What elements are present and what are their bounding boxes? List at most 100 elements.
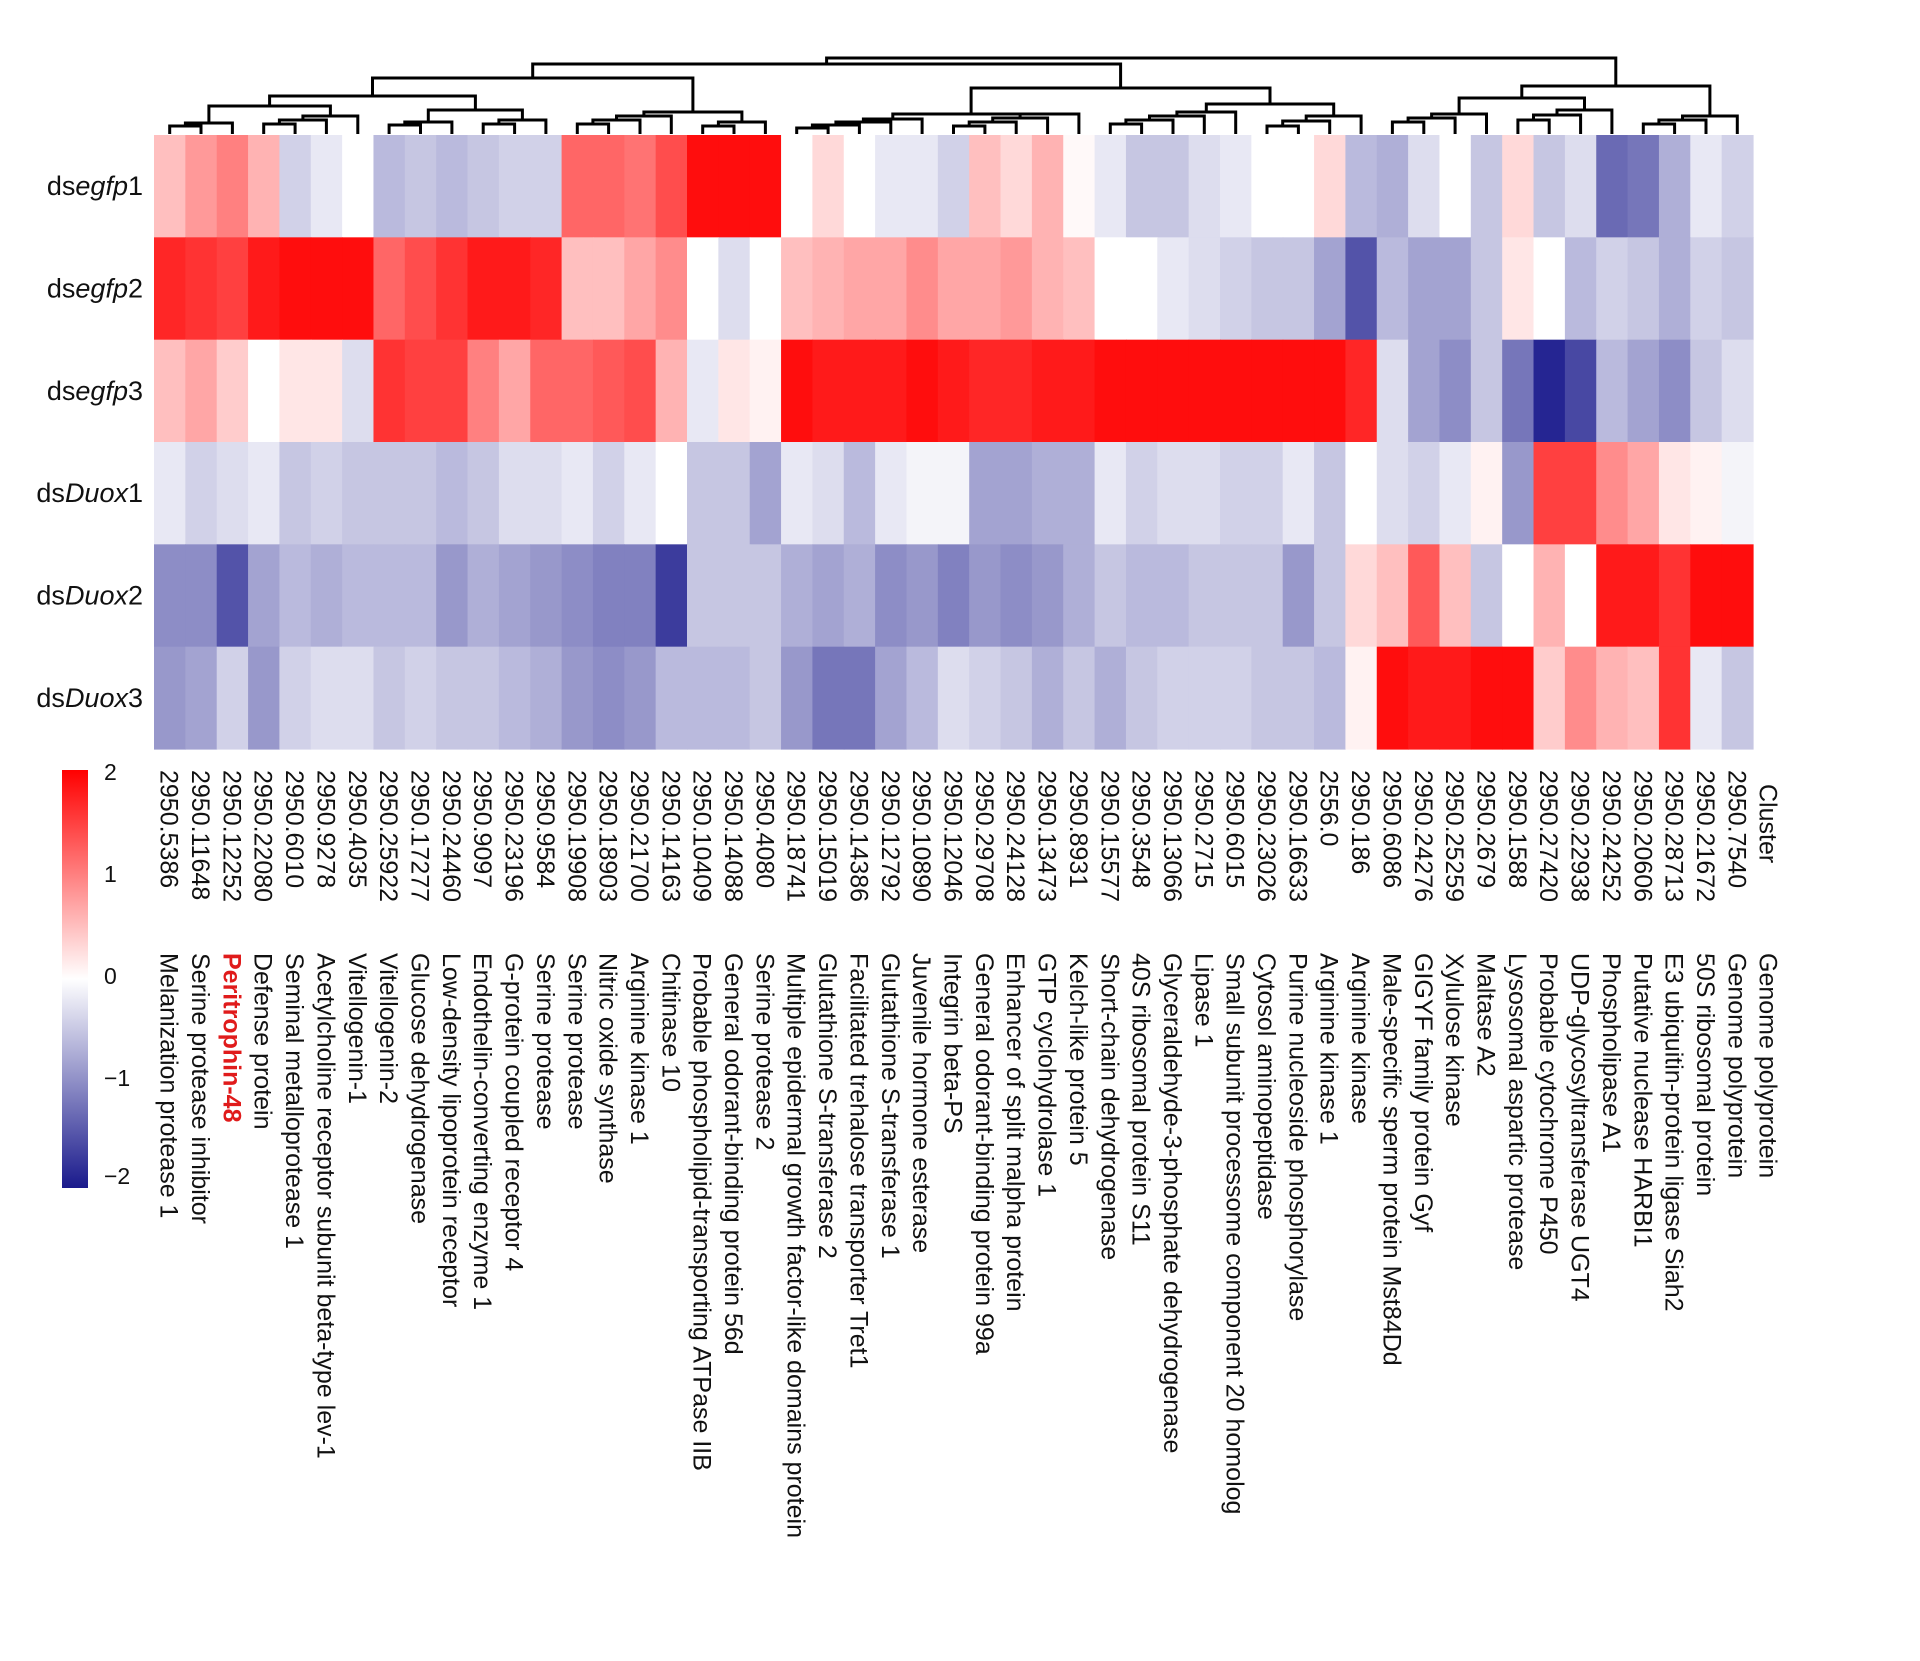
heatmap-cell <box>875 544 908 648</box>
heatmap-cell <box>1282 442 1315 545</box>
heatmap-cell <box>404 646 437 750</box>
cluster-id-label: 2950.12252 <box>217 770 245 902</box>
heatmap-cell <box>1564 237 1597 341</box>
heatmap-cell <box>937 442 970 545</box>
heatmap-cell <box>1125 135 1158 238</box>
dendrogram-link <box>262 122 297 134</box>
gene-name-label: Probable phospholipid-transporting ATPas… <box>688 953 716 1471</box>
gene-name-label: Lipase 1 <box>1189 953 1217 1048</box>
heatmap-cell <box>561 442 594 545</box>
dendrogram-link <box>497 118 548 134</box>
heatmap-cell <box>248 442 281 545</box>
heatmap-cell <box>1188 442 1221 545</box>
heatmap-cell <box>1220 339 1252 443</box>
heatmap-cell <box>1094 135 1127 238</box>
heatmap-cell <box>969 135 1002 238</box>
heatmap-cell <box>969 237 1002 341</box>
heatmap-cell <box>655 646 688 750</box>
heatmap-cell <box>467 339 500 443</box>
heatmap-cell <box>1376 442 1409 545</box>
heatmap-cell <box>812 339 845 443</box>
heatmap-cell <box>687 646 719 750</box>
heatmap-cell <box>1627 544 1660 648</box>
heatmap-cell <box>1658 339 1691 443</box>
cluster-id-label: 2950.7540 <box>1722 770 1750 888</box>
heatmap-cell <box>843 544 876 648</box>
heatmap-cell <box>467 544 500 648</box>
heatmap-cell <box>812 442 845 545</box>
cluster-id-label: 2950.14386 <box>844 770 872 902</box>
cluster-id-label: 2950.15019 <box>813 770 841 902</box>
heatmap-cell <box>906 237 939 341</box>
cluster-id-label: 2950.186 <box>1346 770 1374 874</box>
heatmap-cell <box>279 646 312 750</box>
heatmap-cell <box>1627 237 1660 341</box>
heatmap-cell <box>530 339 563 443</box>
cluster-id-label: 2950.15577 <box>1095 770 1123 902</box>
heatmap-cell <box>1220 237 1252 341</box>
color-scale-tick: −1 <box>104 1065 130 1091</box>
heatmap-cell <box>1063 135 1096 238</box>
cluster-id-label: 2950.23196 <box>500 770 528 902</box>
heatmap-cell <box>1031 442 1064 545</box>
cluster-id-labels: 2950.5386 2950.11648 2950.12252 2950.22080 2… <box>155 770 1751 902</box>
heatmap-cell <box>185 646 218 750</box>
heatmap-cell <box>342 544 375 648</box>
gene-name-label: Kelch-like protein 5 <box>1064 953 1092 1166</box>
cluster-id-label: 2950.1588 <box>1503 770 1531 888</box>
heatmap-cell <box>624 442 657 545</box>
heatmap-cell <box>1408 442 1441 545</box>
heatmap-cell <box>498 339 531 443</box>
heatmap-cell <box>1314 646 1347 750</box>
heatmap-cell <box>1502 646 1535 750</box>
heatmap-cell <box>1470 442 1503 545</box>
heatmap-cell <box>592 646 625 750</box>
heatmap-cell <box>279 442 312 545</box>
heatmap-cell <box>216 544 249 648</box>
gene-name-label: 50S ribosomal protein <box>1691 953 1719 1196</box>
heatmap-cell <box>1533 646 1566 750</box>
heatmap-cell <box>655 339 688 443</box>
heatmap-cell <box>875 646 908 750</box>
cluster-id-label: 2950.24276 <box>1409 770 1437 902</box>
heatmap-cell <box>687 135 719 238</box>
heatmap-cell <box>436 544 469 648</box>
heatmap-cell <box>1627 442 1660 545</box>
heatmap-cell <box>1094 646 1127 750</box>
heatmap-cell <box>1157 237 1190 341</box>
color-scale-tick: 2 <box>104 759 117 785</box>
heatmap-cell <box>1376 339 1409 443</box>
dendrogram-link <box>967 120 1018 134</box>
heatmap-cell <box>1658 646 1691 750</box>
heatmap-cell <box>937 339 970 443</box>
gene-name-label: Acetylcholine receptor subunit beta-type… <box>311 953 339 1459</box>
cluster-id-label: 2950.10409 <box>688 770 716 902</box>
heatmap-cell <box>1063 544 1096 648</box>
heatmap-cell <box>404 544 437 648</box>
row-labels: dsegfp1 dsegfp2 dsegfp3 dsDuox1 dsDuox2 dsDuo… <box>36 171 143 713</box>
heatmap-cell <box>1596 237 1629 341</box>
heatmap-cell <box>843 237 876 341</box>
row-label: dsDuox1 <box>36 478 143 508</box>
heatmap-cell <box>216 646 249 750</box>
heatmap-cell <box>1282 544 1315 648</box>
cluster-header: Cluster <box>1754 784 1782 863</box>
heatmap-cell <box>185 135 218 238</box>
heatmap-cell <box>592 237 625 341</box>
gene-name-label: G-protein coupled receptor 4 <box>500 953 528 1271</box>
heatmap-cell <box>1439 544 1472 648</box>
dendrogram-link <box>1204 102 1336 116</box>
heatmap-cell <box>185 442 218 545</box>
heatmap-cell <box>1094 544 1127 648</box>
gene-name-label: Peritrophin-48 <box>217 953 245 1123</box>
heatmap-cell <box>1627 135 1660 238</box>
heatmap-cell <box>310 339 343 443</box>
heatmap-cell <box>1533 544 1566 648</box>
gene-name-label: Vitellogenin-2 <box>374 953 402 1104</box>
heatmap-cell <box>561 646 594 750</box>
cluster-id-label: 2950.6015 <box>1221 770 1249 888</box>
dendrogram-link <box>969 86 1272 114</box>
cluster-id-label: 2950.22938 <box>1566 770 1594 902</box>
heatmap-cell <box>154 646 186 750</box>
heatmap-cell <box>1251 135 1284 238</box>
